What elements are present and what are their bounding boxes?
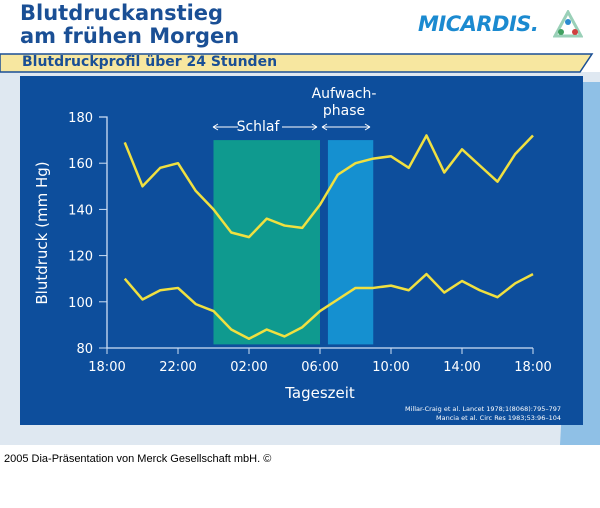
region-label-sleep: Schlaf <box>237 119 281 135</box>
y-tick-label: 140 <box>68 203 93 218</box>
title-line-2: am frühen Morgen <box>20 24 240 48</box>
micardis-logo: MICARDIS. <box>418 12 539 36</box>
x-tick-label: 18:00 <box>514 360 551 375</box>
systolic-line <box>123 134 534 239</box>
footer-copyright: 2005 Dia-Präsentation von Merck Gesellsc… <box>4 453 272 465</box>
region-arrows <box>212 123 371 131</box>
y-tick-label: 180 <box>68 111 93 126</box>
y-axis-label: Blutdruck (mm Hg) <box>33 161 51 304</box>
x-tick-label: 02:00 <box>230 360 267 375</box>
y-tick-label: 120 <box>68 250 93 265</box>
diastolic-line <box>123 272 534 341</box>
reference-1: Millar-Craig et al. Lancet 1978;1(8068):… <box>405 405 561 413</box>
subtitle: Blutdruckprofil über 24 Stunden <box>22 54 278 70</box>
x-tick-label: 14:00 <box>443 360 480 375</box>
logo-text: MICARDIS <box>418 12 531 36</box>
y-tick-label: 100 <box>68 296 93 311</box>
page-title: Blutdruckanstieg am frühen Morgen <box>20 2 239 48</box>
region-sleep <box>213 140 320 345</box>
x-axis-label: Tageszeit <box>284 384 355 402</box>
region-label-wake-1: Aufwach- <box>312 86 377 102</box>
x-tick-label: 22:00 <box>159 360 196 375</box>
region-label-wake-2: phase <box>323 103 365 119</box>
title-line-1: Blutdruckanstieg <box>20 1 224 25</box>
x-tick-label: 18:00 <box>88 360 125 375</box>
x-tick-label: 06:00 <box>301 360 338 375</box>
region-wake <box>327 140 374 345</box>
subtitle-band <box>0 53 594 73</box>
logo-suffix: . <box>530 12 539 36</box>
reference-2: Mancia et al. Circ Res 1983;53:96–104 <box>436 414 561 422</box>
y-tick-label: 160 <box>68 157 93 172</box>
x-tick-label: 10:00 <box>372 360 409 375</box>
logo-triangle-icon <box>553 10 583 38</box>
y-tick-label: 80 <box>76 342 93 357</box>
